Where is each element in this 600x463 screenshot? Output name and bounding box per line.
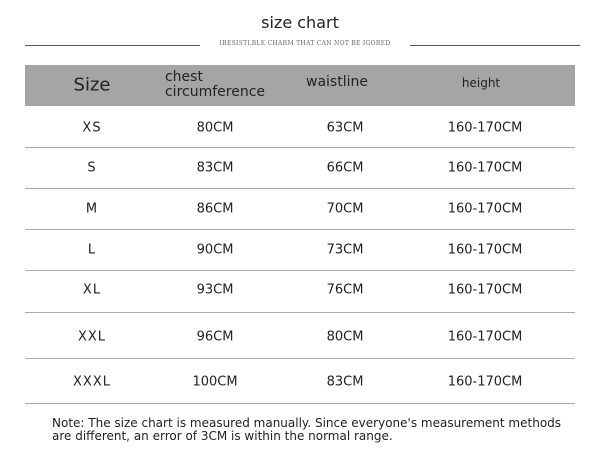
header-size: Size	[73, 74, 111, 96]
cell-waist: 73CM	[326, 242, 364, 258]
note-text: Note: The size chart is measured manuall…	[52, 416, 562, 443]
cell-height: 160-170CM	[447, 282, 523, 298]
cell-size: XL	[82, 282, 102, 298]
cell-size: L	[87, 242, 97, 258]
row-divider	[25, 147, 575, 148]
cell-size: XXL	[77, 329, 107, 345]
row-divider	[25, 188, 575, 189]
row-divider	[25, 358, 575, 359]
cell-chest: 93CM	[196, 282, 234, 298]
cell-waist: 76CM	[326, 282, 364, 298]
cell-chest: 96CM	[196, 329, 234, 345]
cell-waist: 66CM	[326, 160, 364, 176]
row-divider	[25, 403, 575, 404]
tagline: IRESISTLBLE CHARM THAT CAN NOT BE IGORED	[219, 40, 391, 47]
cell-size: M	[85, 201, 99, 217]
cell-chest: 83CM	[196, 160, 234, 176]
row-divider	[25, 229, 575, 230]
cell-size: XXXL	[73, 374, 111, 390]
cell-height: 160-170CM	[447, 120, 523, 136]
row-divider	[25, 312, 575, 313]
cell-waist: 70CM	[326, 201, 364, 217]
header-chest: chest circumference	[165, 70, 265, 100]
cell-height: 160-170CM	[447, 242, 523, 258]
cell-height: 160-170CM	[447, 329, 523, 345]
cell-chest: 86CM	[196, 201, 234, 217]
row-divider	[25, 270, 575, 271]
cell-height: 160-170CM	[447, 160, 523, 176]
cell-waist: 80CM	[326, 329, 364, 345]
cell-waist: 83CM	[326, 374, 364, 390]
header-height: height	[461, 76, 501, 90]
header-waistline: waistline	[306, 74, 368, 90]
cell-chest: 90CM	[196, 242, 234, 258]
table-header: Size chest circumference waistline height	[25, 65, 575, 106]
cell-size: S	[87, 160, 97, 176]
cell-chest: 80CM	[196, 120, 234, 136]
header-chest-line2: circumference	[164, 84, 266, 100]
cell-waist: 63CM	[326, 120, 364, 136]
divider-left	[25, 45, 200, 46]
cell-height: 160-170CM	[447, 201, 523, 217]
cell-height: 160-170CM	[447, 374, 523, 390]
page-title: size chart	[261, 13, 339, 32]
cell-chest: 100CM	[192, 374, 238, 390]
cell-size: XS	[82, 120, 102, 136]
header-chest-line1: chest	[164, 69, 203, 85]
divider-right	[410, 45, 580, 46]
